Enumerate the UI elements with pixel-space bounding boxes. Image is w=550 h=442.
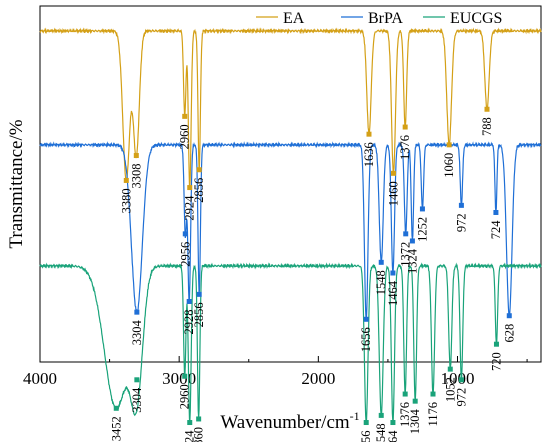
peak-marker-eucgs-972 [458, 377, 464, 383]
series-layer [39, 27, 542, 423]
peak-label-eucgs-1656: 1656 [359, 431, 373, 442]
peak-label-eucgs-1052: 1052 [443, 377, 457, 402]
peak-marker-brpa-2928 [186, 298, 192, 304]
peak-label-eucgs-720: 720 [490, 352, 504, 371]
peak-marker-eucgs-720 [493, 341, 499, 347]
x-tick-label-3000: 3000 [162, 369, 196, 388]
legend-label-ea: EA [283, 10, 305, 27]
peak-label-eucgs-2860: 2860 [192, 427, 206, 442]
peak-marker-eucgs-3452 [113, 405, 119, 411]
peak-label-ea-3308: 3308 [129, 164, 143, 189]
peak-label-brpa-1252: 1252 [415, 217, 429, 242]
peak-label-eucgs-1464: 1464 [386, 430, 400, 442]
peak-label-eucgs-3304: 3304 [130, 387, 144, 413]
peak-label-brpa-628: 628 [502, 324, 516, 343]
series-line-brpa [39, 141, 542, 320]
peak-label-eucgs-1376: 1376 [398, 402, 412, 427]
peak-label-eucgs-2924: 2924 [183, 430, 197, 442]
plot-frame [39, 5, 542, 363]
x-axis-ticks: 4000 3000 2000 1000 [23, 356, 528, 388]
peak-marker-ea-1376 [402, 124, 408, 130]
legend-label-brpa: BrPA [368, 10, 403, 27]
peak-marker-eucgs-1176 [430, 391, 436, 397]
peak-marker-ea-3380 [123, 177, 129, 183]
peak-label-brpa-1324: 1324 [405, 248, 419, 274]
peak-label-eucgs-2960: 2960 [178, 384, 192, 409]
x-tick-label-2000: 2000 [301, 369, 335, 388]
x-axis-title-main: Wavenumber/cm [220, 412, 350, 433]
peak-marker-eucgs-3304 [134, 377, 140, 383]
peak-label-eucgs-1304: 1304 [408, 408, 422, 434]
peak-label-ea-1060: 1060 [442, 153, 456, 178]
peak-marker-brpa-1372 [403, 231, 409, 237]
peak-label-ea-788: 788 [480, 117, 494, 136]
peak-label-eucgs-1176: 1176 [426, 402, 440, 427]
peak-label-ea-1636: 1636 [362, 142, 376, 167]
peak-marker-ea-1636 [366, 131, 372, 137]
peak-label-ea-2960: 2960 [178, 124, 192, 149]
peak-label-ea-2856: 2856 [192, 178, 206, 203]
peak-marker-ea-788 [484, 106, 490, 112]
peak-marker-eucgs-1052 [447, 366, 453, 372]
peak-marker-brpa-1252 [419, 206, 425, 212]
peak-marker-brpa-1548 [378, 259, 384, 265]
peak-marker-eucgs-1548 [378, 412, 384, 418]
peak-marker-ea-2856 [196, 167, 202, 173]
peak-marker-eucgs-2860 [196, 416, 202, 422]
peak-marker-ea-1460 [390, 170, 396, 176]
peak-label-eucgs-3452: 3452 [109, 416, 123, 441]
peak-marker-brpa-724 [493, 209, 499, 215]
peak-marker-eucgs-1464 [390, 420, 396, 426]
peak-label-brpa-972: 972 [454, 213, 468, 232]
peak-label-brpa-1656: 1656 [359, 327, 373, 352]
peak-label-brpa-1372: 1372 [399, 242, 413, 267]
peak-label-ea-2924: 2924 [183, 195, 197, 221]
peak-marker-brpa-2956 [182, 231, 188, 237]
series-line-eucgs [39, 262, 542, 423]
peak-marker-ea-2924 [187, 185, 193, 191]
peak-label-brpa-724: 724 [489, 220, 503, 240]
peak-label-brpa-2956: 2956 [178, 242, 192, 267]
peak-label-brpa-3304: 3304 [130, 319, 144, 345]
peak-marker-eucgs-1656 [363, 420, 369, 426]
peak-label-brpa-2856: 2856 [192, 302, 206, 327]
x-tick-label-4000: 4000 [23, 369, 57, 388]
peak-label-eucgs-1548: 1548 [374, 423, 388, 442]
peak-label-eucgs-972: 972 [454, 388, 468, 407]
peak-marker-ea-2960 [182, 113, 188, 119]
peak-marker-brpa-2856 [196, 291, 202, 297]
peak-marker-brpa-972 [458, 202, 464, 208]
peak-label-brpa-1548: 1548 [374, 270, 388, 295]
peak-label-ea-1460: 1460 [387, 181, 401, 206]
peak-marker-eucgs-1304 [412, 398, 418, 404]
peak-marker-brpa-1324 [409, 238, 415, 244]
peak-marker-ea-3308 [133, 153, 139, 159]
peak-label-brpa-1464: 1464 [386, 280, 400, 306]
legend: EA BrPA EUCGS [256, 10, 502, 27]
peak-marker-brpa-1464 [390, 270, 396, 276]
peak-marker-eucgs-2924 [187, 420, 193, 426]
peak-label-ea-1376: 1376 [398, 135, 412, 160]
peak-marker-eucgs-1376 [402, 391, 408, 397]
peak-annotations: 3380330829602924285616361460137610607883… [109, 106, 516, 442]
peak-marker-brpa-3304 [134, 309, 140, 315]
peak-label-ea-3380: 3380 [119, 188, 133, 213]
peak-marker-brpa-1656 [363, 316, 369, 322]
x-axis-title-superscript: -1 [350, 409, 360, 423]
y-axis-title: Transmittance/% [6, 119, 27, 248]
series-line-ea [39, 27, 542, 189]
peak-label-brpa-2928: 2928 [182, 310, 196, 335]
peak-marker-eucgs-2960 [182, 373, 188, 379]
peak-marker-ea-1060 [446, 142, 452, 148]
peak-marker-brpa-628 [506, 313, 512, 319]
x-axis-title: Wavenumber/cm-1 [220, 409, 359, 433]
legend-label-eucgs: EUCGS [450, 10, 502, 27]
x-tick-label-1000: 1000 [441, 369, 475, 388]
